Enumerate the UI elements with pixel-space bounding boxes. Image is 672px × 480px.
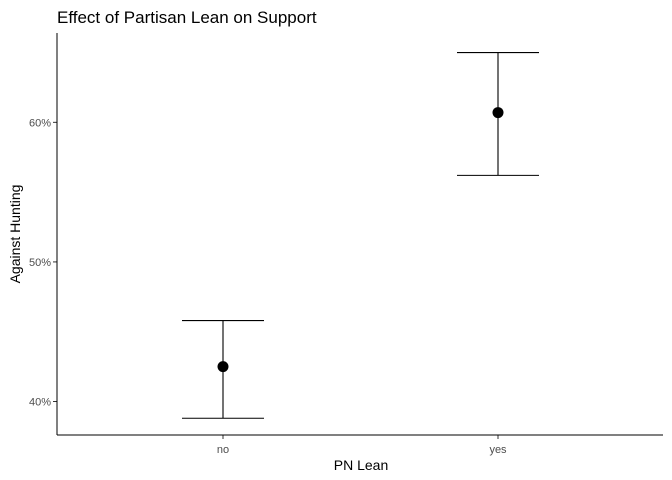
y-tick-label: 40% xyxy=(29,397,51,409)
plot-marks xyxy=(182,51,539,419)
data-point-yes xyxy=(492,107,504,119)
data-point-no xyxy=(217,361,229,373)
y-axis-title: Against Hunting xyxy=(7,185,23,284)
y-tick-label: 50% xyxy=(29,257,51,269)
x-tick-label: no xyxy=(217,444,229,456)
y-axis-ticks: 40% 50% 60% xyxy=(29,117,57,409)
x-tick-label: yes xyxy=(489,444,507,456)
x-axis-ticks: no yes xyxy=(217,435,507,456)
chart-title: Effect of Partisan Lean on Support xyxy=(57,8,317,27)
y-tick-label: 60% xyxy=(29,117,51,129)
x-axis-title: PN Lean xyxy=(334,457,388,473)
